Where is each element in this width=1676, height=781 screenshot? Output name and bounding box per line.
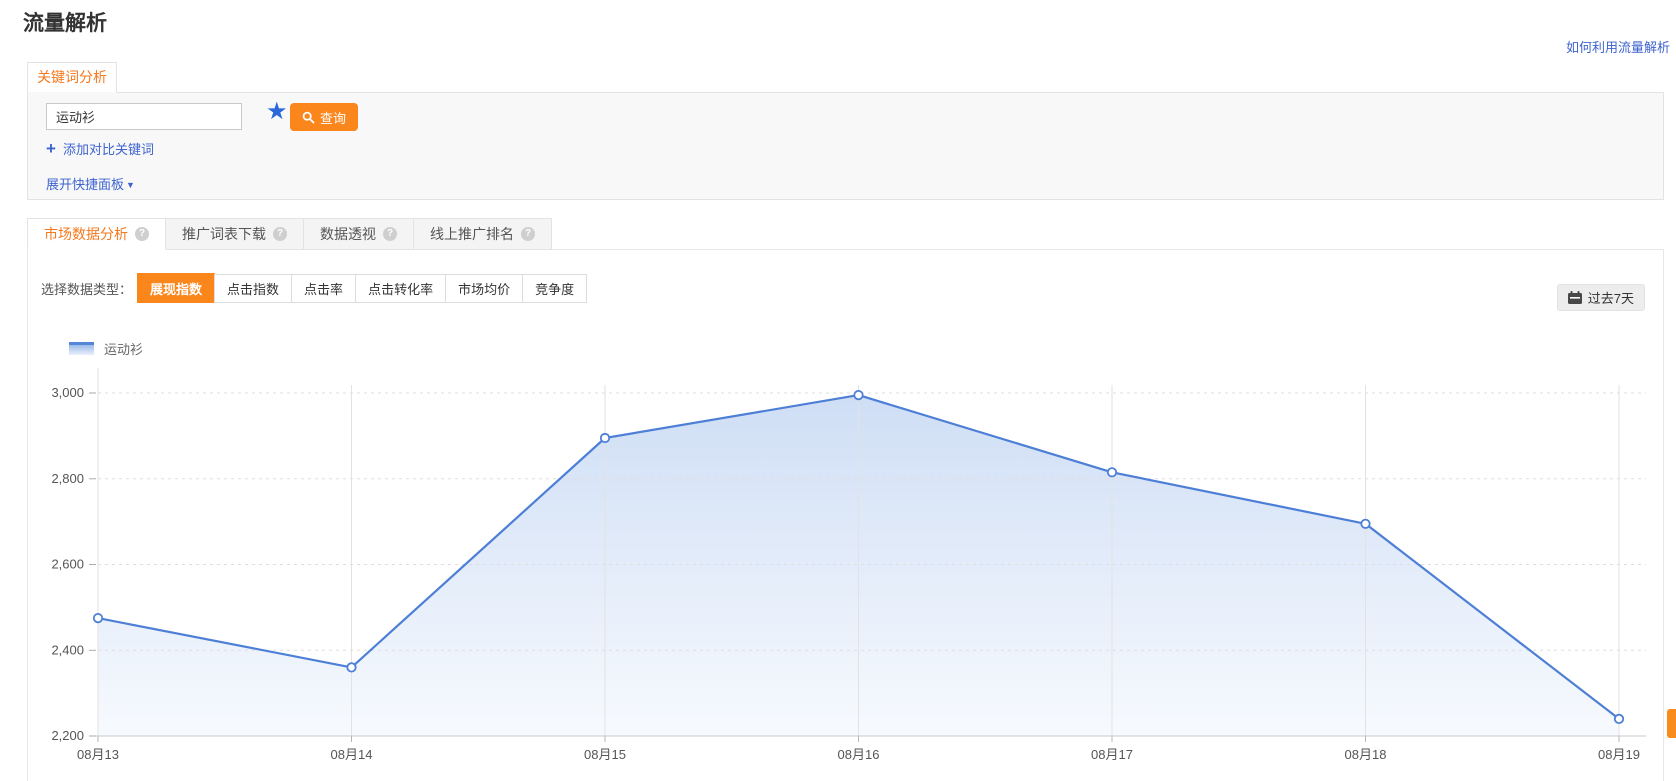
data-point[interactable] <box>1106 467 1118 478</box>
data-point[interactable] <box>599 432 611 444</box>
date-range-label: 过去7天 <box>1587 291 1634 306</box>
y-axis-label: 3,000 <box>51 385 84 400</box>
tab-label: 市场数据分析 <box>44 226 128 242</box>
data-type-selector: 选择数据类型： 展现指数 点击指数 点击率 点击转化率 市场均价 竞争度 <box>41 273 588 303</box>
help-question-icon[interactable]: ? <box>521 227 535 241</box>
trend-line-chart[interactable]: 2,200 2,400 2,600 2,800 3,000 08月13 08月14 08月15… <box>0 350 1676 781</box>
x-axis-label: 08月15 <box>584 747 626 762</box>
help-question-icon[interactable]: ? <box>135 227 149 241</box>
search-button-label: 查询 <box>320 110 347 126</box>
page-title: 流量解析 <box>23 12 107 35</box>
floating-sidebar-button[interactable] <box>1667 709 1676 738</box>
data-point[interactable] <box>1360 518 1371 529</box>
tab-label: 数据透视 <box>320 226 376 242</box>
data-point[interactable] <box>92 612 104 624</box>
data-type-label: 选择数据类型： <box>41 281 133 297</box>
x-axis-label: 08月14 <box>331 747 373 762</box>
help-question-icon[interactable]: ? <box>273 227 287 241</box>
tab-keyword-analysis[interactable]: 关键词分析 <box>27 62 117 93</box>
data-point[interactable] <box>1613 713 1625 724</box>
y-axis-label: 2,600 <box>51 557 84 572</box>
analysis-tabs: 市场数据分析 ? 推广词表下载 ? 数据透视 ? 线上推广排名 ? <box>27 218 552 250</box>
legend-label: 运动衫 <box>104 342 144 357</box>
data-point[interactable] <box>853 389 864 401</box>
data-point[interactable] <box>346 662 357 673</box>
y-axis-label: 2,800 <box>51 471 84 486</box>
magnifier-icon <box>302 111 315 124</box>
tab-promo-word-download[interactable]: 推广词表下载 ? <box>166 218 304 250</box>
y-axis-label: 2,200 <box>51 728 84 743</box>
data-type-competition[interactable]: 竞争度 <box>522 273 588 303</box>
chart-legend: 运动衫 <box>69 339 143 358</box>
legend-swatch <box>69 342 94 355</box>
x-axis-label: 08月19 <box>1598 747 1640 762</box>
expand-label: 展开快捷面板 <box>46 177 125 192</box>
help-link[interactable]: 如何利用流量解析 <box>1565 40 1670 55</box>
x-axis-label: 08月17 <box>1091 747 1133 762</box>
add-compare-label: 添加对比关键词 <box>62 142 154 157</box>
data-type-click-rate[interactable]: 点击率 <box>291 273 357 303</box>
y-axis-label: 2,400 <box>51 642 84 657</box>
x-axis-label: 08月18 <box>1345 747 1387 762</box>
tab-online-promo-ranking[interactable]: 线上推广排名 ? <box>414 218 552 250</box>
help-question-icon[interactable]: ? <box>383 227 397 241</box>
x-axis-label: 08月13 <box>77 747 119 762</box>
plus-icon: + <box>46 138 56 158</box>
data-type-market-average-price[interactable]: 市场均价 <box>445 273 524 303</box>
add-compare-keyword-link[interactable]: + 添加对比关键词 <box>46 139 154 158</box>
data-type-impression-index[interactable]: 展现指数 <box>137 273 216 303</box>
tab-market-data-analysis[interactable]: 市场数据分析 ? <box>27 218 166 250</box>
expand-quick-panel-link[interactable]: 展开快捷面板 ▼ <box>46 174 135 193</box>
date-range-button[interactable]: 过去7天 <box>1556 284 1645 311</box>
chevron-down-icon: ▼ <box>126 180 135 190</box>
data-type-click-index[interactable]: 点击指数 <box>214 273 293 303</box>
keyword-input[interactable] <box>46 103 242 130</box>
tab-data-pivot[interactable]: 数据透视 ? <box>304 218 414 250</box>
x-axis-label: 08月16 <box>838 747 880 762</box>
favorite-star-icon[interactable]: ★ <box>266 98 288 125</box>
calendar-icon <box>1567 291 1582 304</box>
keyword-panel: ★ 查询 + 添加对比关键词 展开快捷面板▼ <box>27 92 1664 200</box>
tab-label: 推广词表下载 <box>182 226 266 242</box>
tab-label: 线上推广排名 <box>430 226 514 242</box>
data-type-click-conversion-rate[interactable]: 点击转化率 <box>355 273 447 303</box>
search-button[interactable]: 查询 <box>290 103 359 131</box>
